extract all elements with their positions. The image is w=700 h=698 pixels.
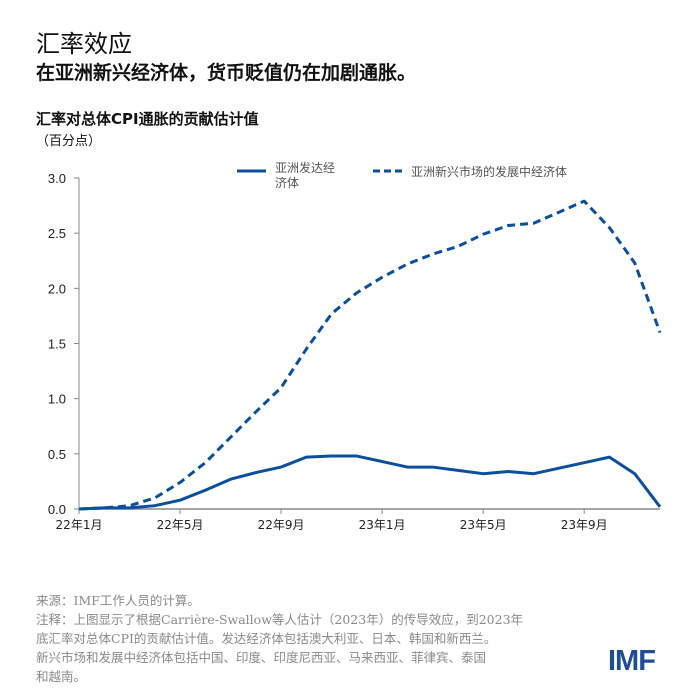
- legend-label: 济体: [275, 175, 299, 190]
- y-tick-label: 2.0: [48, 281, 66, 296]
- page-title: 汇率效应: [36, 30, 132, 58]
- series-line-2: [78, 199, 662, 511]
- chart-title: 汇率对总体CPI通胀的贡献估计值: [36, 110, 259, 128]
- y-tick-label: 2.5: [48, 226, 66, 241]
- x-tick-label: 23年5月: [460, 518, 507, 532]
- y-tick-label: 3.0: [48, 171, 66, 186]
- x-tick-label: 22年9月: [258, 518, 305, 532]
- x-tick-label: 23年1月: [359, 518, 406, 532]
- chart-unit: （百分点）: [36, 134, 102, 149]
- y-tick-label: 1.5: [48, 337, 66, 352]
- x-tick-label: 22年5月: [157, 518, 204, 532]
- y-tick-label: 1.0: [48, 392, 66, 407]
- note-line: 和越南。: [36, 669, 87, 684]
- y-tick-label: 0.0: [48, 502, 66, 517]
- line-chart: 0.0 0.5 1.0 1.5 2.0 2.5 3.0 22年1月 22年5月 22年9月 23年1…: [48, 160, 662, 532]
- note-line: 底汇率对总体CPI的贡献估计值。发达经济体包括澳大利亚、日本、韩国和新西兰。: [36, 631, 497, 646]
- y-tick-label: 0.5: [48, 447, 66, 462]
- x-tick-label: 23年9月: [561, 518, 608, 532]
- x-tick-label: 22年1月: [56, 518, 103, 532]
- legend-label: 亚洲新兴市场的发展中经济体: [411, 164, 567, 179]
- source-note: 来源：IMF工作人员的计算。: [36, 593, 200, 608]
- page-subtitle: 在亚洲新兴经济体，货币贬值仍在加剧通胀。: [36, 62, 417, 84]
- imf-logo: IMF: [608, 645, 656, 677]
- series-line-1: [78, 454, 662, 511]
- note-line: 新兴市场和发展中经济体包括中国、印度、印度尼西亚、马来西亚、菲律宾、泰国: [36, 650, 487, 665]
- legend-label: 亚洲发达经: [275, 160, 335, 175]
- note-line: 注释：上图显示了根据Carrière-Swallow等人估计（2023年）的传导…: [36, 612, 524, 627]
